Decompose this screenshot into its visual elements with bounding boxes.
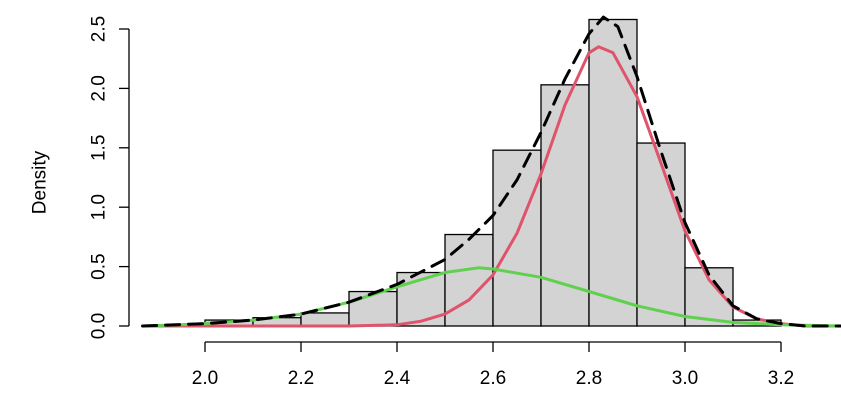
x-tick-label: 3.0 [672, 368, 698, 389]
histogram-bar [636, 142, 686, 327]
x-tick-label: 2.4 [384, 368, 411, 389]
y-axis: 0.0 0.5 1.0 1.5 2.0 2.5 [89, 16, 130, 339]
y-tick-label: 0.5 [89, 253, 110, 279]
y-tick-label: 1.5 [89, 135, 110, 161]
histogram-bar [588, 18, 638, 327]
y-axis-label: Density [30, 150, 51, 214]
x-tick-label: 2.0 [192, 368, 218, 389]
x-tick-label: 2.2 [288, 368, 314, 389]
y-tick-label: 2.5 [89, 16, 110, 42]
density-curve-dashed [141, 15, 841, 328]
histogram-bar [300, 312, 350, 327]
y-tick-label: 2.0 [89, 75, 110, 101]
x-tick-label: 2.8 [576, 368, 602, 389]
histogram-bars [204, 18, 782, 327]
y-tick-label: 0.0 [89, 313, 110, 339]
x-axis: 2.0 2.2 2.4 2.6 2.8 3.0 3.2 [192, 341, 794, 389]
y-tick-label: 1.0 [89, 194, 110, 220]
histogram-bar [492, 149, 542, 327]
x-tick-label: 3.2 [768, 368, 794, 389]
histogram-bar [348, 290, 398, 327]
x-tick-label: 2.6 [480, 368, 506, 389]
density-curves [141, 15, 841, 328]
